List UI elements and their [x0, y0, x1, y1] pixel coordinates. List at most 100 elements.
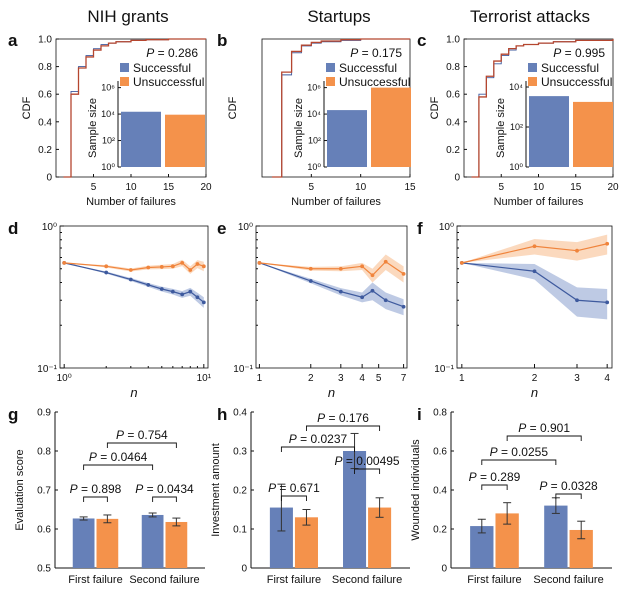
bar-h-second-unsuccessful: [368, 507, 392, 568]
x-tick-label-e: 5: [376, 373, 382, 384]
data-point-e-successful: [401, 304, 406, 309]
bar-i-first-successful: [470, 526, 494, 568]
inset-y-tick-label-b: 10⁶: [307, 83, 321, 93]
inset-y-tick-label-c: 10⁴: [509, 82, 523, 92]
y-tick-label-h: 0: [241, 564, 247, 575]
panel-letter-e: e: [217, 219, 226, 238]
inset-bar-c-unsuccessful: [573, 101, 613, 167]
x-tick-label-e: 2: [308, 373, 314, 384]
significance-label-g: P = 0.0464: [89, 450, 148, 464]
y-tick-label-d: 10⁰: [42, 222, 57, 233]
y-tick-label-a: 0.4: [38, 117, 52, 128]
significance-label-h: P = 0.671: [268, 481, 320, 495]
series-line-f-successful: [461, 262, 608, 303]
bar-g-second-successful: [141, 514, 164, 568]
inset-y-tick-label-b: 10²: [308, 136, 321, 146]
x-tick-label-b: 5: [309, 182, 315, 193]
significance-bracket-h: [280, 495, 307, 501]
significance-bracket-g: [83, 496, 108, 502]
y-tick-label-g: 0.6: [37, 525, 51, 536]
inset-y-tick-label-a: 10²: [102, 136, 115, 146]
data-point-f-unsuccessful: [605, 241, 610, 246]
panel-letter-i: i: [417, 405, 422, 424]
y-tick-label-h: 0.2: [233, 486, 247, 497]
data-point-e-unsuccessful: [360, 264, 365, 269]
p-value-c: P = 0.995: [553, 46, 605, 60]
data-point-d-unsuccessful: [104, 264, 109, 269]
significance-bracket-h: [306, 425, 381, 431]
significance-label-i: P = 0.289: [469, 470, 521, 484]
significance-label-i: P = 0.901: [518, 421, 570, 435]
inset-y-tick-label-b: 10⁰: [307, 162, 321, 172]
inset-y-axis-label-b: Sample size: [293, 98, 305, 158]
data-point-d-unsuccessful: [170, 264, 175, 269]
legend-label-c-successful: Successful: [541, 61, 599, 75]
bar-i-first-unsuccessful: [495, 513, 519, 568]
data-point-d-successful: [188, 289, 193, 294]
x-tick-label-a: 10: [125, 182, 137, 193]
legend-label-c-unsuccessful: Unsuccessful: [541, 75, 612, 89]
data-point-f-unsuccessful: [459, 260, 464, 265]
x-tick-label-a: 5: [91, 182, 97, 193]
x-tick-label-b: 15: [404, 182, 416, 193]
x-tick-label-e: 7: [401, 373, 407, 384]
x-tick-label-d: 10⁰: [57, 373, 72, 384]
data-point-d-successful: [128, 277, 133, 282]
data-point-e-successful: [370, 288, 375, 293]
bar-h-first-unsuccessful: [294, 517, 318, 568]
legend-label-a-unsuccessful: Unsuccessful: [133, 75, 204, 89]
x-tick-label-a: 20: [200, 182, 212, 193]
bar-i-second-unsuccessful: [569, 529, 593, 568]
data-point-d-successful: [195, 295, 200, 300]
data-point-f-successful: [605, 300, 610, 305]
cdf-line-c-unsuccessful: [471, 39, 614, 178]
y-axis-label-b: CDF: [227, 96, 239, 119]
p-value-b: P = 0.175: [350, 46, 402, 60]
y-tick-label-i: 0.2: [433, 525, 447, 536]
x-tick-label-c: 15: [570, 182, 582, 193]
inset-y-tick-label-c: 10²: [510, 122, 523, 132]
y-axis-label-g: Evaluation score: [14, 449, 26, 530]
significance-label-h: P = 0.176: [317, 411, 369, 425]
y-tick-label-g: 0.9: [37, 408, 51, 419]
significance-bracket-g: [83, 464, 154, 470]
bar-g-first-successful: [72, 518, 95, 568]
legend-swatch-c-unsuccessful: [528, 77, 537, 86]
y-tick-label-f: 10⁰: [439, 222, 454, 233]
data-point-e-unsuccessful: [308, 266, 313, 271]
significance-bracket-i: [481, 484, 508, 490]
confidence-band-f-unsuccessful: [461, 234, 608, 263]
data-point-d-unsuccessful: [188, 268, 193, 272]
y-tick-label-c: 0.4: [446, 117, 460, 128]
panel-letter-b: b: [217, 31, 227, 50]
y-tick-label-i: 0.8: [433, 408, 447, 419]
y-tick-label-d: 10⁻¹: [37, 364, 57, 375]
p-value-a: P = 0.286: [146, 46, 198, 60]
y-tick-label-c: 1.0: [446, 35, 460, 46]
y-axis-label-i: Wounded individuals: [410, 439, 422, 541]
y-tick-label-g: 0.7: [37, 486, 51, 497]
y-tick-label-e: 10⁰: [238, 222, 253, 233]
data-point-e-unsuccessful: [383, 259, 388, 264]
x-category-label-i-first: First failure: [467, 574, 521, 586]
x-tick-label-d: 10¹: [197, 373, 212, 384]
x-tick-label-e: 3: [338, 373, 344, 384]
x-tick-label-e: 1: [257, 373, 263, 384]
significance-bracket-g: [152, 496, 177, 502]
panel-letter-c: c: [417, 31, 426, 50]
x-category-label-i-second: Second failure: [533, 574, 603, 586]
y-tick-label-c: 0.6: [446, 90, 460, 101]
legend-label-a-successful: Successful: [133, 61, 191, 75]
cdf-line-a-unsuccessful: [63, 38, 206, 178]
data-point-d-unsuccessful: [195, 262, 200, 266]
x-axis-label-a: Number of failures: [86, 196, 176, 208]
inset-y-tick-label-a: 10⁰: [101, 162, 115, 172]
significance-label-g: P = 0.754: [116, 428, 168, 442]
significance-bracket-i: [555, 493, 582, 499]
significance-label-i: P = 0.0328: [539, 479, 598, 493]
panel-letter-d: d: [8, 219, 18, 238]
legend-label-b-successful: Successful: [339, 61, 397, 75]
inset-y-axis-label-a: Sample size: [87, 98, 99, 158]
data-point-d-unsuccessful: [146, 265, 151, 270]
